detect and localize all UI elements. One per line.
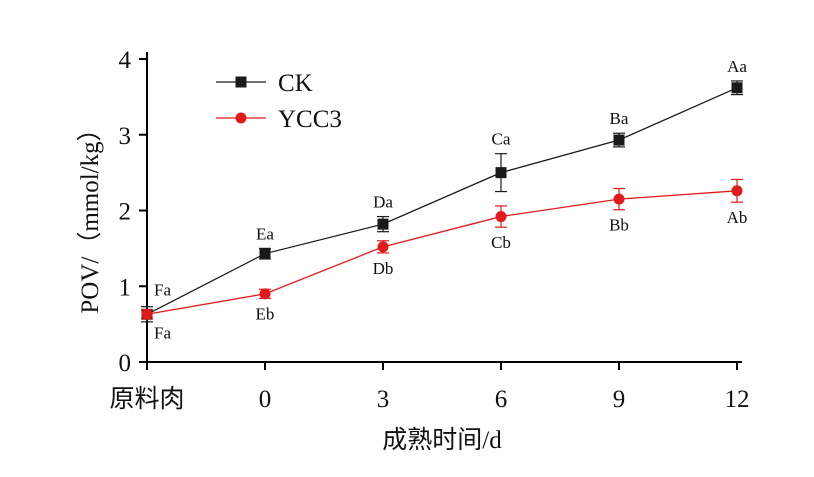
data-label: Db xyxy=(373,259,394,278)
data-label: Eb xyxy=(256,304,275,323)
legend-label: YCC3 xyxy=(278,106,342,133)
x-tick-label: 原料肉 xyxy=(109,385,184,413)
data-point xyxy=(495,167,507,179)
x-tick-label: 12 xyxy=(725,386,750,413)
y-tick-label: 0 xyxy=(119,350,132,377)
y-tick-label: 1 xyxy=(119,274,132,301)
x-tick-label: 3 xyxy=(377,386,390,413)
data-label: Ea xyxy=(256,224,274,243)
data-label: Ba xyxy=(610,109,629,128)
x-tick-label: 0 xyxy=(259,386,272,413)
x-axis-title: 成熟时间/d xyxy=(382,426,502,454)
data-label: Fa xyxy=(154,323,171,342)
series-layer: Fa Ea Da Ca Ba Aa Fa Eb Db Cb Bb Ab xyxy=(141,57,747,342)
data-point xyxy=(731,82,743,94)
data-label: Bb xyxy=(609,216,629,235)
series-ck: Fa Ea Da Ca Ba Aa xyxy=(141,57,747,323)
legend-item-ycc3: YCC3 xyxy=(216,106,342,133)
data-point xyxy=(377,241,389,253)
y-tick-label: 2 xyxy=(119,199,132,226)
data-point xyxy=(377,218,389,230)
x-tick-label: 9 xyxy=(613,386,626,413)
x-ticks: 原料肉 0 3 6 9 12 xyxy=(109,362,750,413)
legend-marker xyxy=(235,76,247,88)
data-point xyxy=(141,308,153,320)
legend: CK YCC3 xyxy=(216,70,342,133)
y-axis-title: POV/（mmol/kg） xyxy=(76,116,104,313)
axes xyxy=(146,52,742,363)
data-point xyxy=(259,248,271,260)
x-tick-label: 6 xyxy=(495,386,508,413)
data-point xyxy=(495,211,507,223)
legend-marker xyxy=(235,112,247,124)
series-ycc3: Fa Eb Db Cb Bb Ab xyxy=(141,178,748,342)
data-point xyxy=(259,288,271,300)
data-point xyxy=(613,134,625,146)
data-label: Fa xyxy=(154,280,171,299)
legend-item-ck: CK xyxy=(216,70,313,97)
data-label: Ab xyxy=(727,208,748,227)
data-label: Ca xyxy=(492,130,511,149)
y-tick-label: 4 xyxy=(119,47,132,74)
series-line xyxy=(146,190,738,315)
series-line xyxy=(146,87,738,315)
data-label: Aa xyxy=(727,57,747,76)
y-tick-label: 3 xyxy=(119,123,132,150)
data-point xyxy=(731,185,743,197)
data-label: Da xyxy=(373,193,393,212)
legend-label: CK xyxy=(278,70,313,97)
y-ticks: 0 1 2 3 4 xyxy=(119,47,147,377)
data-label: Cb xyxy=(491,233,511,252)
data-point xyxy=(613,193,625,205)
